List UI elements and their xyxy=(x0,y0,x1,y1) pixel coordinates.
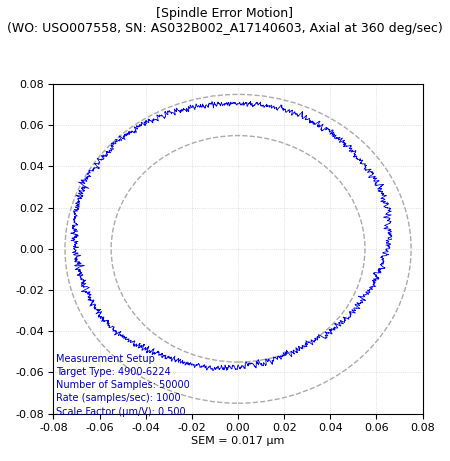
Text: Measurement Setup
Target Type: 4900-6224
Number of Samples: 50000
Rate (samples/: Measurement Setup Target Type: 4900-6224… xyxy=(56,354,189,417)
X-axis label: SEM = 0.017 μm: SEM = 0.017 μm xyxy=(191,436,285,446)
Text: [Spindle Error Motion]
(WO: USO007558, SN: AS032B002_A17140603, Axial at 360 deg: [Spindle Error Motion] (WO: USO007558, S… xyxy=(7,7,443,35)
